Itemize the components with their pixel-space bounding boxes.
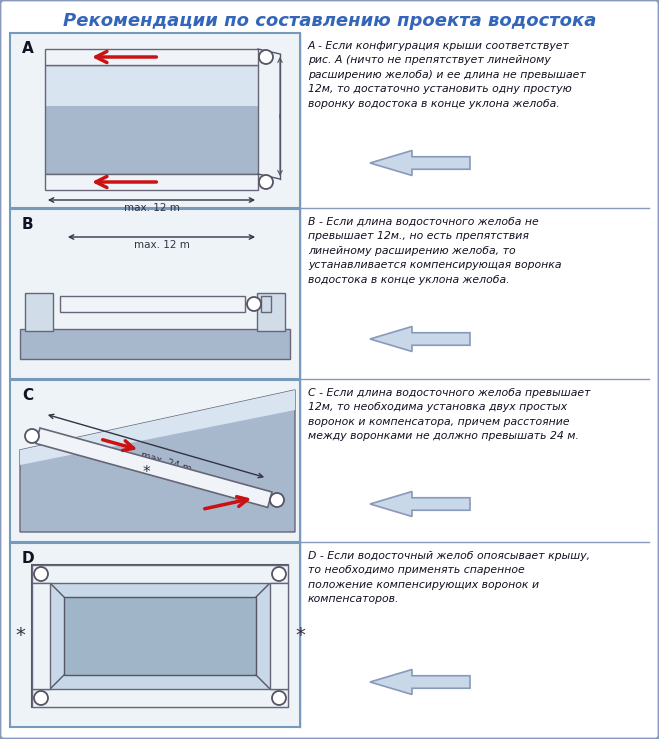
Circle shape [259,175,273,189]
Bar [257,293,285,331]
Polygon shape [20,390,295,465]
Circle shape [34,567,48,581]
Bar [64,597,256,675]
Polygon shape [370,151,470,175]
Bar [32,565,288,583]
Polygon shape [370,670,470,695]
Bar [10,209,300,379]
Polygon shape [370,327,470,352]
Bar [10,33,300,208]
Bar [270,583,288,689]
Bar [20,329,290,359]
Text: Рекомендации по составлению проекта водостока: Рекомендации по составлению проекта водо… [63,12,596,30]
Bar [45,65,258,106]
Bar [45,106,258,174]
Text: *: * [15,627,25,645]
Bar [25,293,53,331]
Text: A - Если конфигурация крыши соответствует
рис. A (ничто не препятствует линейном: A - Если конфигурация крыши соответствуе… [308,41,586,109]
Text: D: D [22,551,35,566]
Bar [261,296,271,312]
Circle shape [272,567,286,581]
Circle shape [259,50,273,64]
Circle shape [272,691,286,705]
Bar [45,65,258,174]
Bar [32,565,288,707]
Circle shape [25,429,39,443]
Text: B - Если длина водосточного желоба не
превышает 12м., но есть препятствия
линейн: B - Если длина водосточного желоба не пр… [308,217,561,285]
Bar [45,174,258,190]
Text: max. 24 m: max. 24 m [140,450,192,474]
Text: C - Если длина водосточного желоба превышает
12м, то необходима установка двух п: C - Если длина водосточного желоба превы… [308,388,590,441]
Circle shape [34,691,48,705]
Bar [32,689,288,707]
Text: *: * [295,627,305,645]
Text: max. 12 m: max. 12 m [134,240,189,250]
Bar [32,583,50,689]
Text: max. 12 m: max. 12 m [124,203,179,213]
Bar [60,296,245,312]
Text: C: C [22,388,33,403]
Text: B: B [22,217,34,232]
Bar [45,49,258,65]
Circle shape [247,297,261,311]
Polygon shape [370,491,470,517]
Polygon shape [36,428,272,508]
Text: D - Если водосточный желоб опоясывает крышу,
то необходимо применять спаренное
п: D - Если водосточный желоб опоясывает кр… [308,551,590,605]
Circle shape [270,493,284,507]
Text: A: A [22,41,34,56]
Bar [10,380,300,542]
Text: *: * [142,466,150,480]
Polygon shape [20,390,295,532]
Bar [10,543,300,727]
